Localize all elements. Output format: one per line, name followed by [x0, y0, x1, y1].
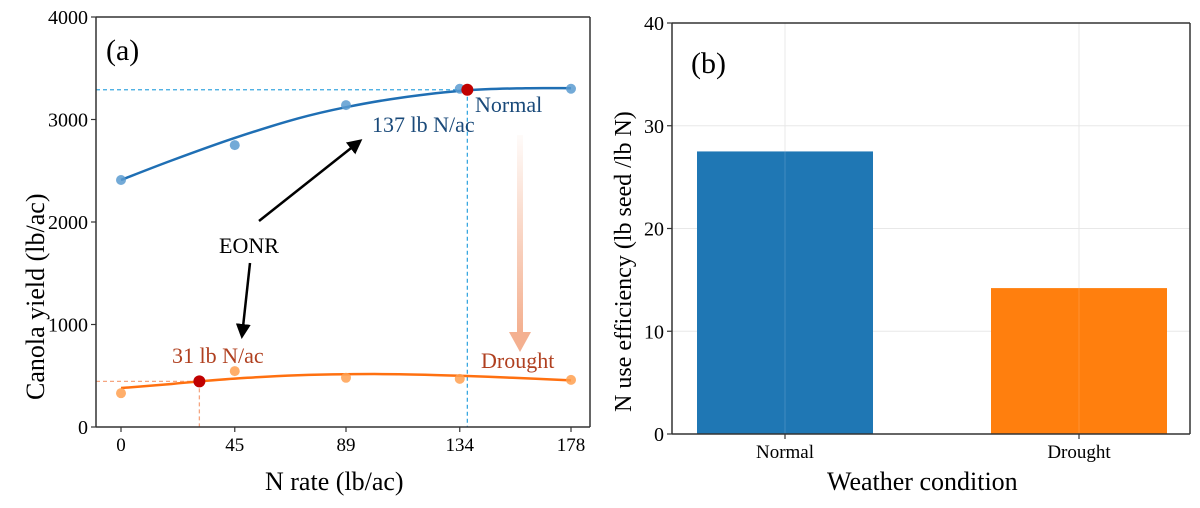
drought-data-point	[341, 372, 351, 383]
drought-data-point	[454, 373, 465, 384]
observed-points	[116, 83, 576, 399]
panel-a-x-tick-label: 0	[116, 435, 126, 456]
normal-data-point	[566, 83, 576, 94]
normal-data-point	[229, 140, 240, 151]
normal-data-point	[116, 174, 126, 185]
panel-b-y-tick-label: 10	[644, 321, 664, 343]
panel-b-y-tick-label: 20	[644, 219, 664, 241]
panel-a-x-axis-label: N rate (lb/ac)	[265, 467, 404, 496]
panel-a-yield-response: 0 1000 2000 3000 4000 0 45 89 134 178 (a) Normal …	[21, 7, 591, 496]
bar-normal	[697, 151, 873, 434]
drought-eonr-value: 31 lb N/ac	[172, 343, 264, 368]
panel-b-x-tick-label: Drought	[1047, 442, 1111, 463]
panel-a-x-tick-label: 45	[225, 435, 244, 456]
shift-arrow-shaft	[517, 135, 523, 332]
bar-drought	[991, 288, 1167, 434]
panel-a-y-axis-label: Canola yield (lb/ac)	[21, 194, 50, 400]
panel-b-x-tick-label: Normal	[756, 442, 814, 463]
eonr-markers	[193, 83, 474, 388]
panel-b-y-tick-label: 40	[644, 13, 664, 35]
panel-a-x-tick-label: 89	[337, 435, 356, 456]
panel-b-nue-bars: 0 10 20 30 40 Normal Drought (b) Weather condi…	[611, 13, 1191, 496]
normal-eonr-marker	[461, 83, 474, 96]
drought-eonr-marker	[193, 375, 206, 388]
panel-a-y-tick-label: 3000	[48, 110, 88, 132]
panel-b-y-tick-label: 30	[644, 116, 664, 138]
panel-b-y-axis-label: N use efficiency (lb seed /lb N)	[611, 111, 637, 412]
eonr-guide-lines	[96, 89, 468, 427]
panel-a-y-tick-label: 2000	[48, 212, 88, 234]
panel-a-y-tick-label: 1000	[48, 315, 88, 337]
drought-data-point	[566, 374, 576, 385]
panel-b-label: (b)	[691, 47, 726, 80]
normal-data-point	[341, 100, 351, 111]
panel-a-axes: 0 1000 2000 3000 4000 0 45 89 134 178	[48, 7, 591, 456]
panel-b-axes: 0 10 20 30 40 Normal Drought	[644, 13, 1191, 463]
eonr-arrow-normal	[258, 139, 363, 222]
panel-b-x-axis-label: Weather condition	[827, 467, 1018, 496]
eonr-arrow-drought	[235, 262, 252, 339]
panel-a-annotations: (a) Normal 137 lb N/ac Drought 31 lb N/a…	[21, 34, 554, 496]
drought-data-point	[229, 366, 240, 377]
normal-eonr-value: 137 lb N/ac	[372, 112, 475, 137]
panel-a-x-tick-label: 134	[446, 435, 475, 456]
drought-shift-arrow	[509, 135, 531, 352]
panel-a-x-tick-label: 178	[557, 435, 586, 456]
panel-a-y-tick-label: 0	[78, 417, 88, 439]
bars	[697, 151, 1167, 434]
drought-fit-curve	[120, 372, 572, 390]
eonr-label: EONR	[219, 233, 279, 258]
shift-arrow-head	[509, 332, 531, 352]
panel-b-y-tick-label: 0	[654, 424, 664, 446]
normal-series-label: Normal	[475, 92, 542, 117]
panel-a-y-tick-label: 4000	[48, 7, 88, 29]
drought-series-label: Drought	[481, 348, 554, 373]
drought-data-point	[116, 388, 126, 399]
panel-a-label: (a)	[106, 34, 139, 67]
